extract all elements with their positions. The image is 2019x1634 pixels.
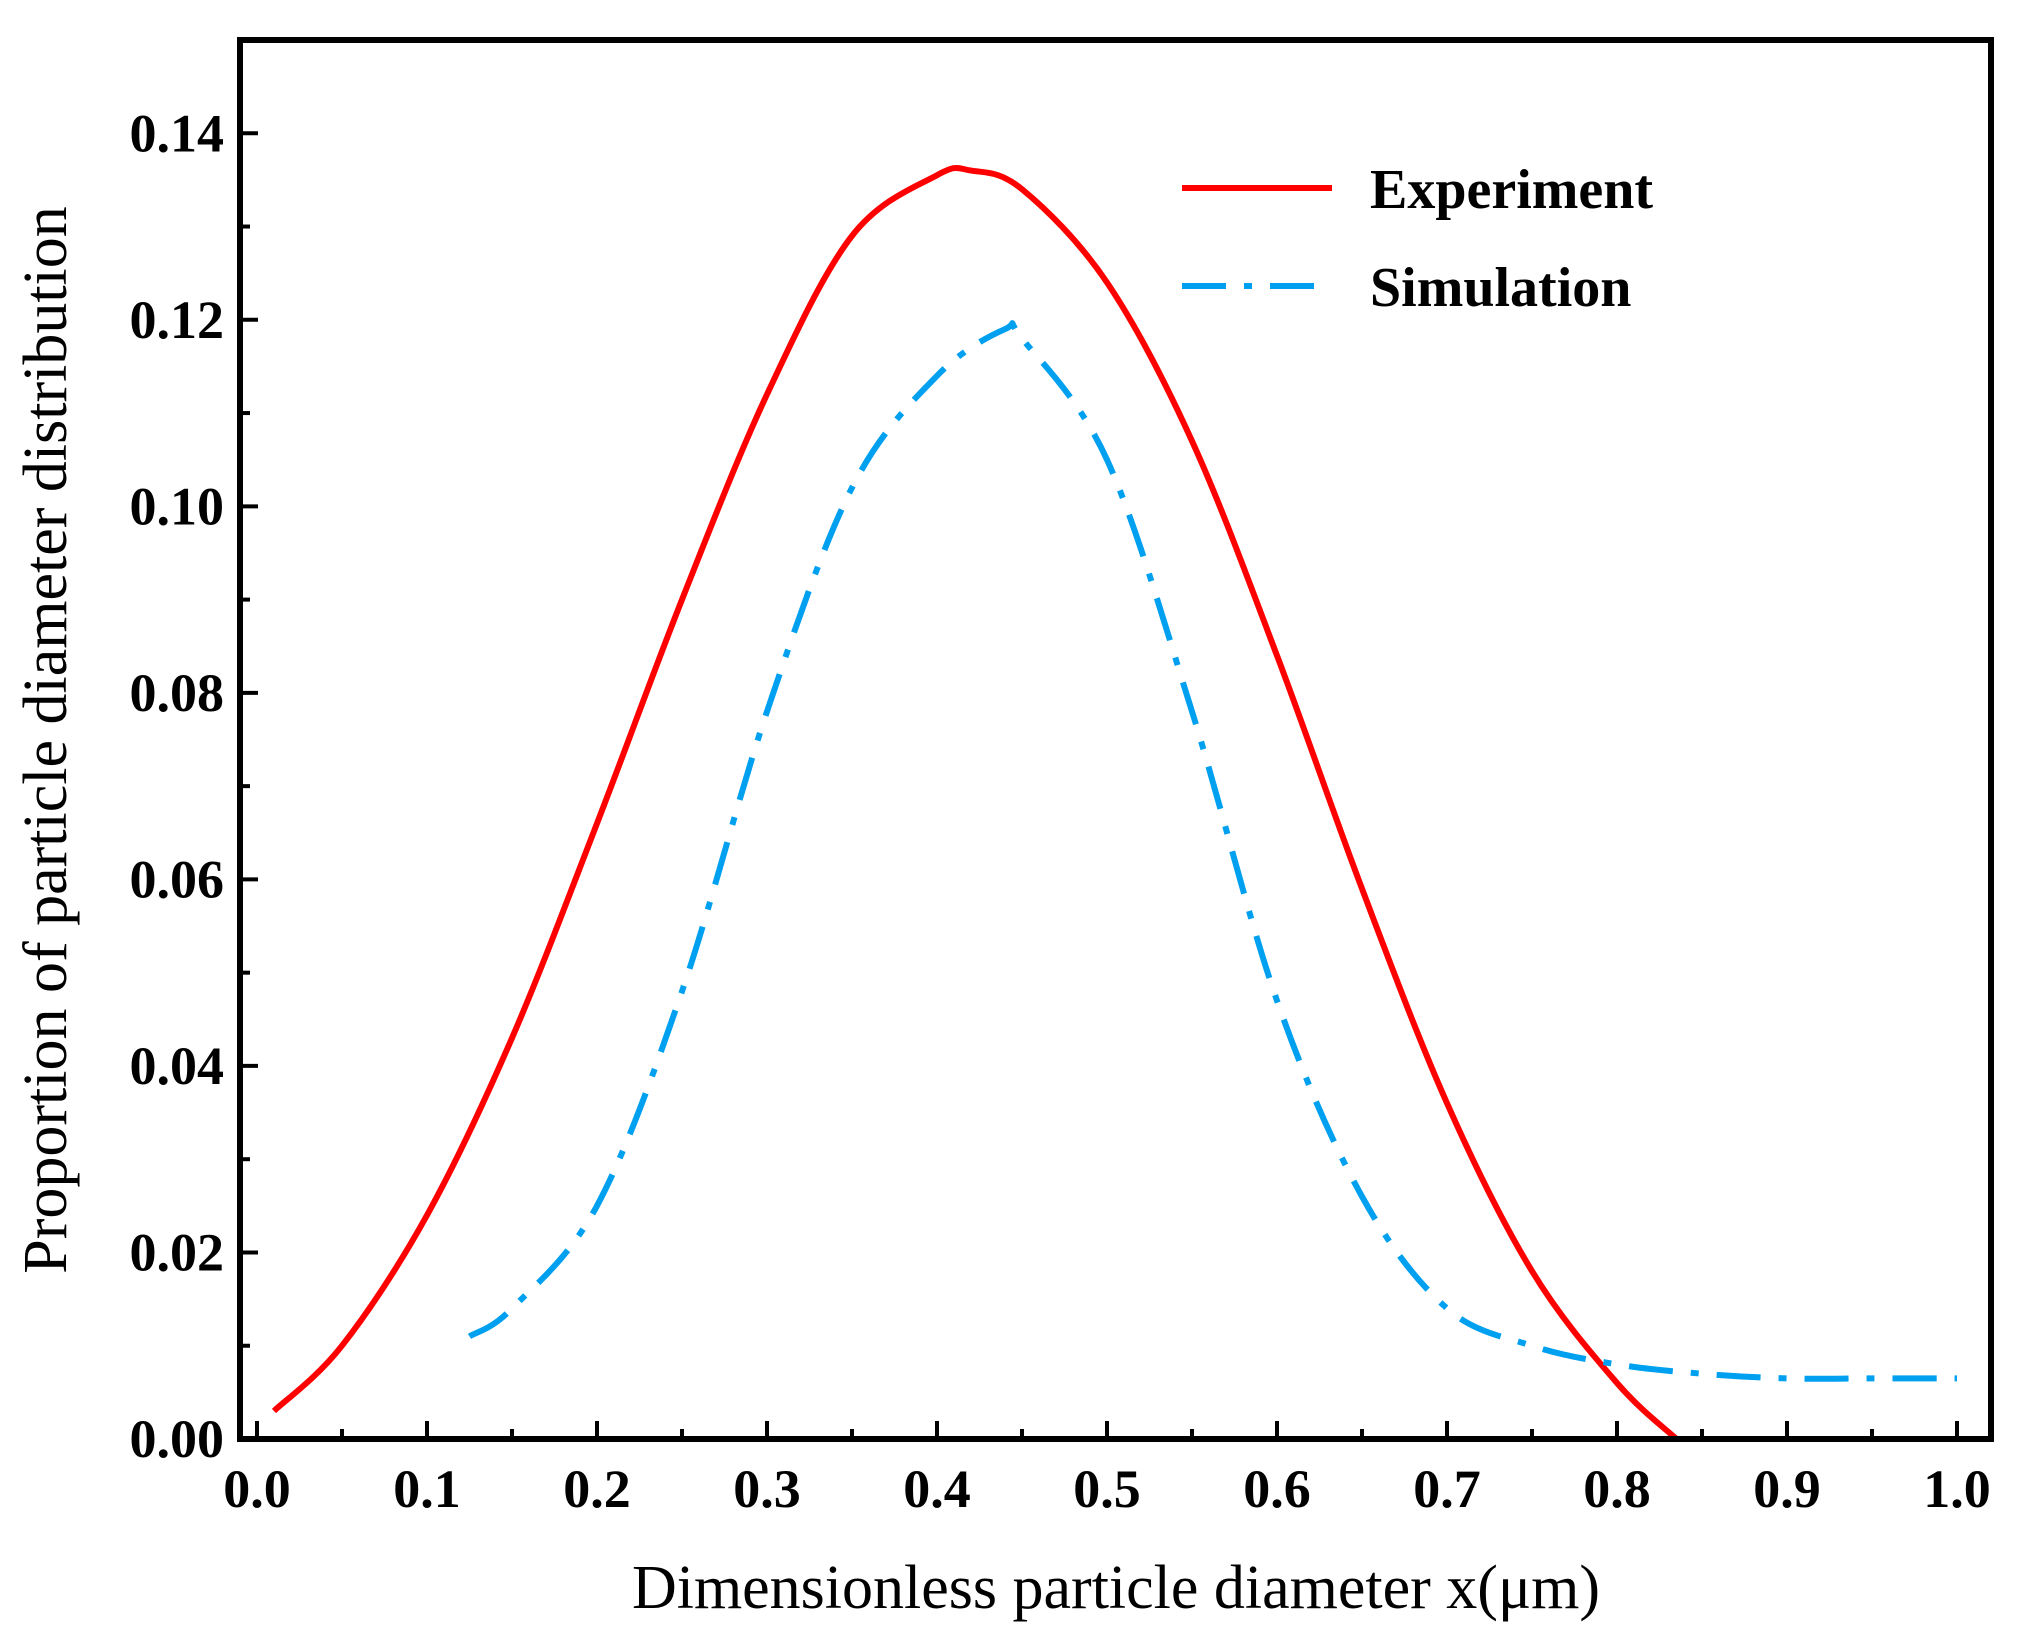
- x-tick-label: 0.4: [903, 1459, 971, 1519]
- plot-frame: [237, 37, 1994, 1442]
- y-tick-label: 0.08: [130, 663, 225, 723]
- y-tick-label: 0.00: [130, 1409, 225, 1469]
- y-tick-label: 0.06: [130, 849, 225, 909]
- y-axis-label: Proportion of particle diameter distribu…: [12, 206, 80, 1274]
- x-tick-label: 0.8: [1583, 1459, 1651, 1519]
- x-tick-label: 0.3: [733, 1459, 801, 1519]
- series-line-simulation: [467, 320, 1957, 1382]
- y-tick-label: 0.02: [130, 1222, 225, 1282]
- y-tick-label: 0.12: [130, 290, 225, 350]
- x-tick-label: 1.0: [1923, 1459, 1991, 1519]
- legend-label-simulation: Simulation: [1370, 257, 1631, 319]
- y-tick-label: 0.14: [130, 103, 225, 163]
- x-tick-label: 0.1: [393, 1459, 461, 1519]
- x-tick-label: 0.2: [563, 1459, 631, 1519]
- legend-label-experiment: Experiment: [1370, 159, 1653, 221]
- x-axis-label: Dimensionless particle diameter x(μm): [632, 1554, 1600, 1622]
- x-tick-label: 0.0: [223, 1459, 291, 1519]
- legend: Experiment Simulation: [1182, 159, 1653, 319]
- x-tick-label: 0.7: [1413, 1459, 1481, 1519]
- x-tick-label: 0.5: [1073, 1459, 1141, 1519]
- y-tick-label: 0.10: [130, 476, 225, 536]
- series-line-experiment: [271, 164, 1679, 1442]
- x-tick-label: 0.6: [1243, 1459, 1311, 1519]
- y-tick-label: 0.04: [130, 1036, 225, 1096]
- x-tick-label: 0.9: [1753, 1459, 1821, 1519]
